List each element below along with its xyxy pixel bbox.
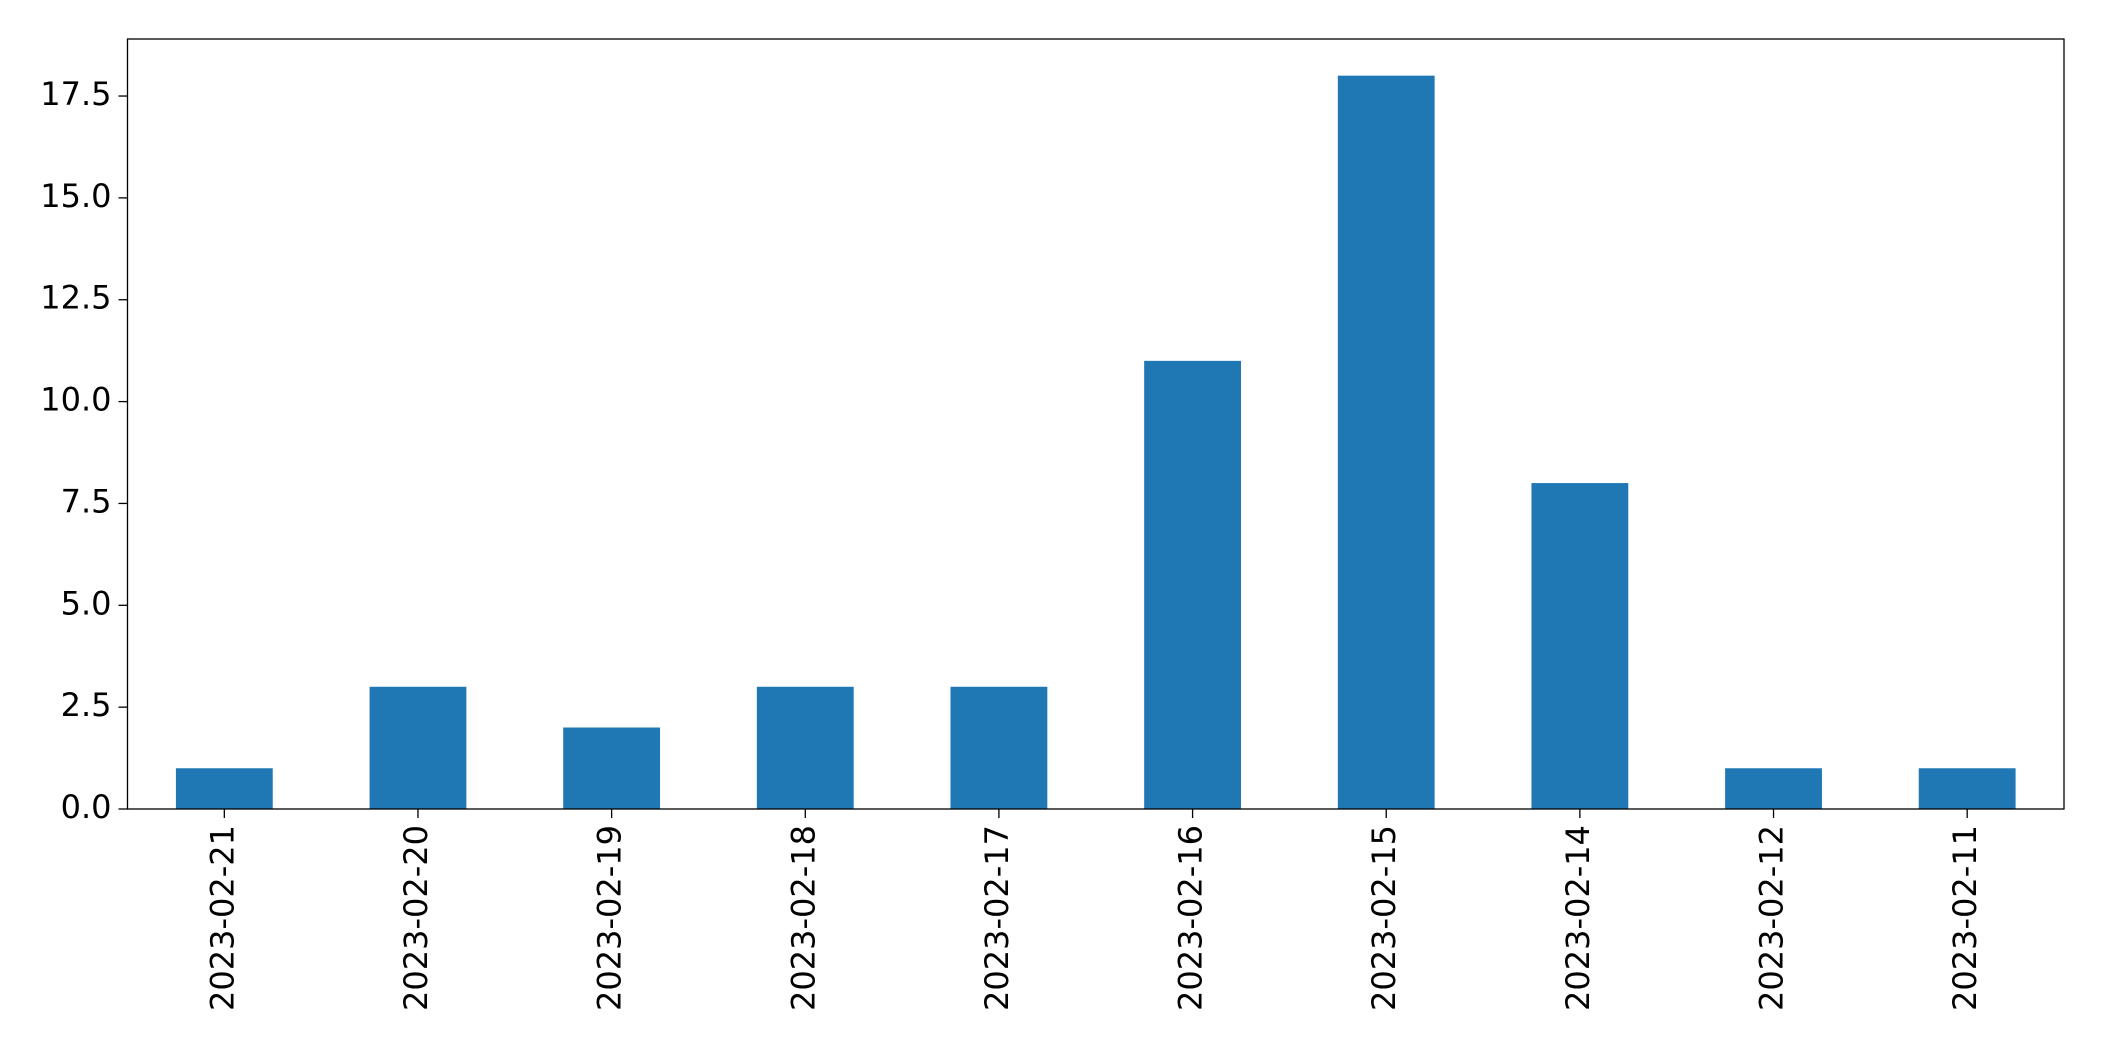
y-tick-label: 17.5 [40,75,111,113]
y-tick-label: 12.5 [40,279,111,317]
bar [1531,483,1629,809]
bar [175,768,273,809]
x-tick-label: 2023-02-19 [591,825,629,1011]
bar [1144,360,1241,809]
x-tick-label: 2023-02-11 [1946,825,1984,1011]
y-tick-label: 7.5 [61,482,112,520]
x-tick-label: 2023-02-12 [1753,825,1791,1011]
x-tick-label: 2023-02-18 [784,825,822,1011]
y-tick-label: 0.0 [61,788,112,826]
y-tick-label: 10.0 [40,381,111,419]
x-tick-label: 2023-02-16 [1172,825,1210,1011]
x-tick-label: 2023-02-21 [203,825,241,1011]
bar [1337,75,1435,809]
bar [950,686,1048,809]
bar [1918,768,2016,809]
x-tick-label: 2023-02-20 [397,825,435,1011]
bar [563,727,661,809]
bar [756,686,854,809]
y-tick-label: 15.0 [40,177,111,215]
plot-frame [126,38,2065,810]
x-tick-label: 2023-02-15 [1365,825,1403,1011]
bar [1725,768,1822,809]
bar [369,686,467,809]
x-tick-label: 2023-02-17 [978,825,1016,1011]
y-tick-label: 5.0 [61,584,112,622]
y-tick-label: 2.5 [61,686,112,724]
x-tick-label: 2023-02-14 [1559,825,1597,1011]
